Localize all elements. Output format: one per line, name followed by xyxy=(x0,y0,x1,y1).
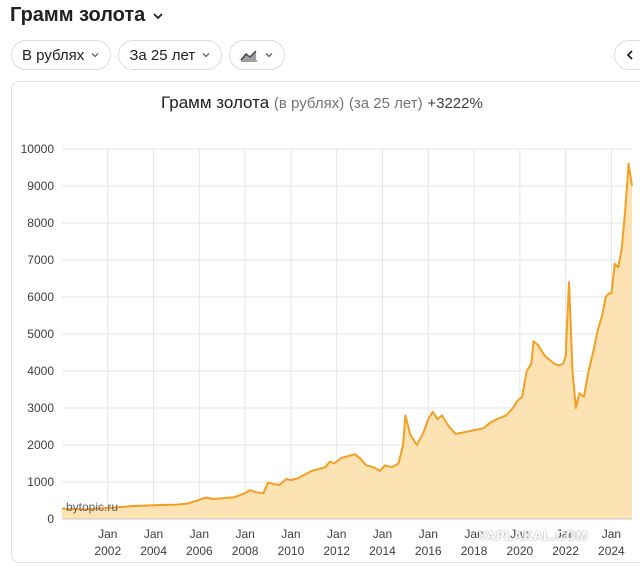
page-title: Грамм золота xyxy=(10,4,146,26)
x-tick-label-month: Jan xyxy=(373,527,392,541)
area-chart-icon xyxy=(240,50,258,62)
x-tick-label-year: 2022 xyxy=(552,544,579,558)
x-tick-label-month: Jan xyxy=(510,527,529,541)
x-tick-label-month: Jan xyxy=(190,527,209,541)
currency-dropdown-label: В рублях xyxy=(22,46,85,64)
chevron-left-icon xyxy=(626,50,633,60)
watermark: YAPLAKAL.COM xyxy=(478,528,588,543)
chart-type-dropdown[interactable] xyxy=(229,40,286,70)
x-tick-label-year: 2004 xyxy=(140,544,167,558)
chart-title-currency: (в рублях) xyxy=(273,95,345,112)
x-tick-label-month: Jan xyxy=(327,527,346,541)
filter-bar: В рублях За 25 лет xyxy=(11,40,286,70)
x-tick-label-year: 2020 xyxy=(506,544,533,558)
series-line xyxy=(61,162,633,511)
series-area xyxy=(62,163,632,520)
x-tick-label-month: Jan xyxy=(144,527,163,541)
y-tick-label: 9000 xyxy=(27,179,54,193)
currency-dropdown[interactable]: В рублях xyxy=(11,40,112,70)
y-tick-label: 0 xyxy=(47,512,54,526)
y-tick-label: 2000 xyxy=(27,438,54,452)
x-tick-label-year: 2008 xyxy=(232,544,259,558)
period-dropdown[interactable]: За 25 лет xyxy=(118,40,223,70)
x-tick-label-month: Jan xyxy=(556,527,575,541)
y-tick-label: 5000 xyxy=(27,327,54,341)
y-tick-label: 1000 xyxy=(27,475,54,489)
x-tick-label-month: Jan xyxy=(235,527,254,541)
y-tick-label: 8000 xyxy=(27,216,54,230)
x-tick-label-year: 2024 xyxy=(598,544,625,558)
chart-title-change: +3222% xyxy=(427,95,483,112)
y-tick-label: 7000 xyxy=(27,253,54,267)
x-tick-label-year: 2006 xyxy=(186,544,213,558)
y-tick-label: 3000 xyxy=(27,401,54,415)
x-tick-label-month: Jan xyxy=(419,527,438,541)
y-tick-label: 6000 xyxy=(27,290,54,304)
chart-title-main: Грамм золота xyxy=(161,93,270,112)
chart-title-period: (за 25 лет) xyxy=(348,95,423,112)
x-tick-label-month: Jan xyxy=(98,527,117,541)
y-tick-label: 10000 xyxy=(21,142,55,156)
x-tick-label-month: Jan xyxy=(602,527,621,541)
x-tick-label-year: 2014 xyxy=(369,544,396,558)
period-dropdown-label: За 25 лет xyxy=(129,46,196,64)
chevron-down-icon[interactable] xyxy=(151,9,165,23)
chevron-down-icon xyxy=(265,53,273,58)
y-tick-label: 4000 xyxy=(27,364,54,378)
x-tick-label-year: 2012 xyxy=(323,544,350,558)
prev-chart-button[interactable] xyxy=(614,40,640,70)
x-tick-label-year: 2018 xyxy=(461,544,488,558)
chart-title: Грамм золота (в рублях) (за 25 лет) +322… xyxy=(161,93,483,113)
chevron-down-icon xyxy=(91,53,99,58)
x-tick-label-year: 2016 xyxy=(415,544,442,558)
x-tick-label-year: 2002 xyxy=(94,544,121,558)
page-header: Грамм золота xyxy=(10,4,165,27)
x-tick-label-month: Jan xyxy=(464,527,483,541)
source-credit: bytopic.ru xyxy=(66,500,119,514)
chevron-down-icon xyxy=(202,53,210,58)
x-tick-label-year: 2010 xyxy=(278,544,305,558)
x-tick-label-month: Jan xyxy=(281,527,300,541)
